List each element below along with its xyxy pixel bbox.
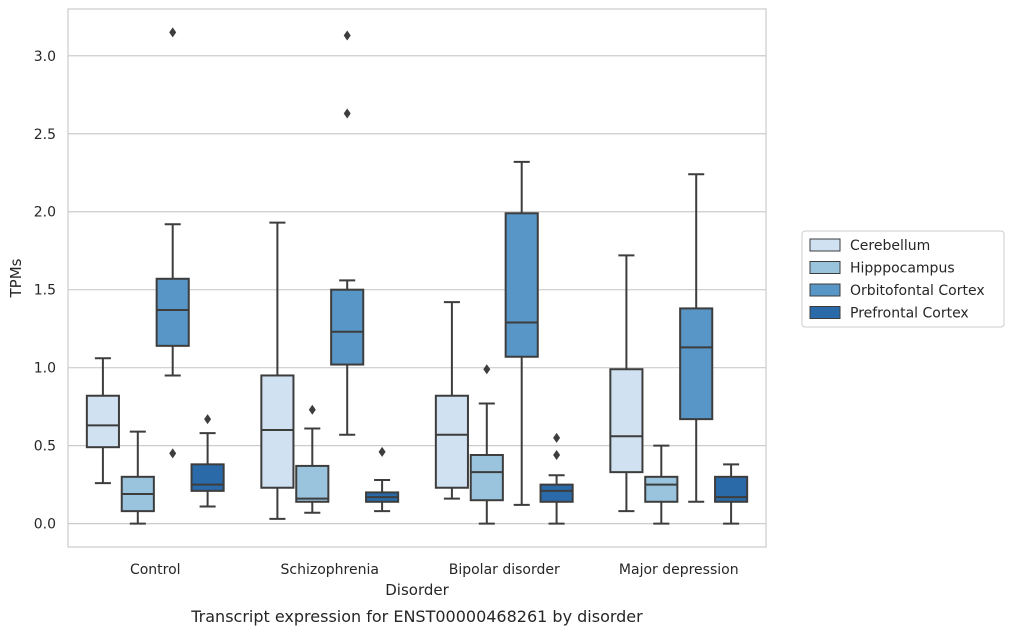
box <box>85 394 120 449</box>
x-tick-label: Major depression <box>619 562 739 578</box>
box <box>295 464 330 503</box>
legend-swatch <box>809 261 841 274</box>
plot-frame <box>67 8 767 548</box>
x-tick-labels: Control Schizophrenia Bipolar disorder Majo… <box>130 562 739 578</box>
legend-label: Cerebellum <box>850 238 930 254</box>
box-group <box>539 432 574 525</box>
box-group <box>679 173 714 503</box>
box-group <box>714 463 749 525</box>
box-group <box>120 430 155 525</box>
box <box>504 212 539 358</box>
box <box>434 394 469 489</box>
outlier-point <box>553 449 561 460</box>
legend-label: Orbitofontal Cortex <box>850 283 985 299</box>
y-tick-label: 1.0 <box>34 361 56 377</box>
box <box>330 288 365 366</box>
y-axis-title: TPMs <box>7 258 25 298</box>
y-tick-label: 3.0 <box>34 49 56 65</box>
legend: Cerebellum Hipppocampus Orbitofontal Corte… <box>801 230 1005 328</box>
box-plots <box>85 27 749 525</box>
y-tick-label: 0.0 <box>34 517 56 533</box>
x-tick-label: Bipolar disorder <box>449 562 560 578</box>
box-group <box>644 444 679 525</box>
box-group <box>469 364 504 525</box>
outlier-point <box>483 364 491 375</box>
outlier-point <box>204 414 212 425</box>
x-axis-title: Disorder <box>385 581 449 599</box>
box-group <box>85 357 120 485</box>
box-group <box>504 160 539 506</box>
legend-label: Prefrontal Cortex <box>850 306 969 322</box>
x-tick-label: Schizophrenia <box>281 562 379 578</box>
legend-frame <box>801 230 1005 328</box>
y-tick-label: 2.0 <box>34 205 56 221</box>
legend-swatch <box>809 283 841 297</box>
y-tick-label: 2.5 <box>34 127 56 143</box>
box-group <box>365 446 400 513</box>
outlier-point <box>378 446 386 457</box>
box <box>644 475 679 503</box>
box-group <box>330 30 365 436</box>
chart-caption: Transcript expression for ENST0000046826… <box>190 607 643 626</box>
box-group <box>190 414 225 508</box>
box <box>260 374 295 489</box>
y-tick-labels: 0.0 0.5 1.0 1.5 2.0 2.5 3.0 <box>34 49 56 533</box>
outlier-point <box>343 108 351 119</box>
outlier-point <box>553 432 561 443</box>
box-group <box>609 254 644 513</box>
legend-swatch <box>809 306 841 319</box>
box-group <box>434 301 469 500</box>
box <box>679 307 714 421</box>
box-group <box>260 221 295 520</box>
outlier-point <box>343 30 351 41</box>
legend-swatch <box>809 238 841 252</box>
box-group <box>295 404 330 514</box>
box-group <box>155 27 190 459</box>
box <box>190 463 225 492</box>
y-tick-label: 0.5 <box>34 439 56 455</box>
outlier-point <box>169 448 177 459</box>
x-tick-label: Control <box>130 562 181 578</box>
box <box>539 483 574 503</box>
outlier-point <box>169 27 177 38</box>
legend-label: Hipppocampus <box>850 261 955 277</box>
outlier-point <box>308 404 316 415</box>
box <box>155 277 190 347</box>
box <box>469 453 504 502</box>
y-tick-label: 1.5 <box>34 283 56 299</box>
box <box>609 368 644 474</box>
